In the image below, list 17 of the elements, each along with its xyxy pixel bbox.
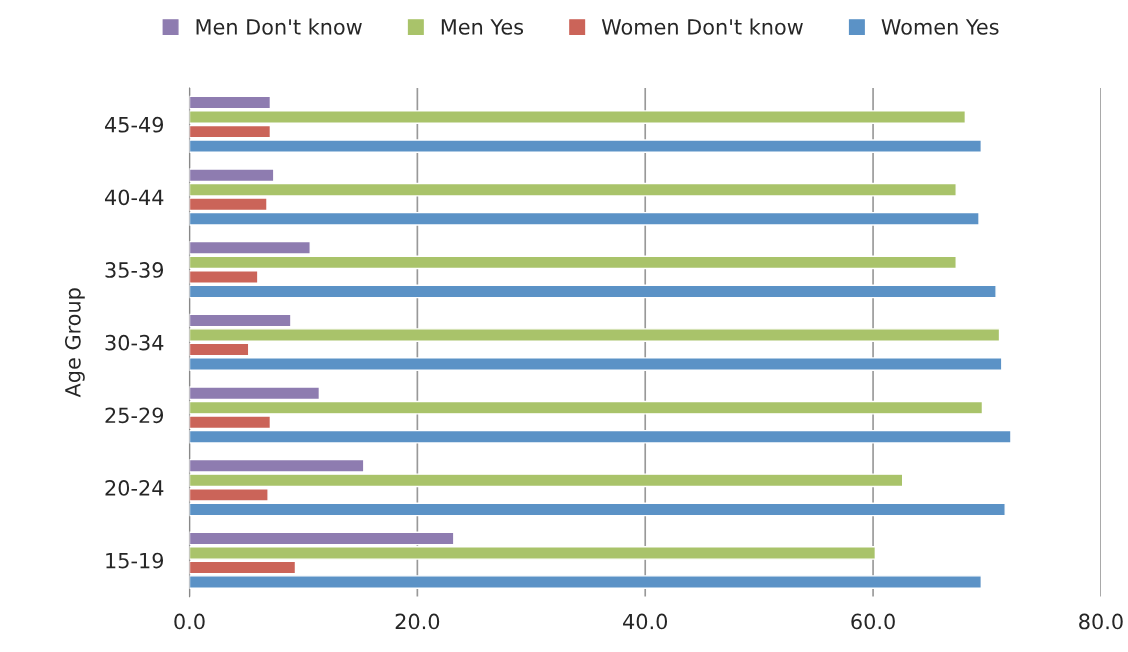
x-tick-label: 20.0 xyxy=(395,613,440,630)
legend-label: Men Yes xyxy=(441,19,524,35)
y-tick-label: 25-29 xyxy=(105,407,164,424)
y-tick-label: 15-19 xyxy=(106,552,164,569)
y-axis-title: Age Group xyxy=(64,288,85,398)
x-tick-label: 0.0 xyxy=(174,613,205,630)
x-tick-label: 60.0 xyxy=(851,613,895,630)
y-tick-label: 35-39 xyxy=(105,262,164,278)
legend-label: Women Yes xyxy=(881,19,999,35)
x-tick-label: 80.0 xyxy=(1079,613,1123,630)
y-tick-label: 30-34 xyxy=(105,334,164,351)
y-tick-label: 40-44 xyxy=(104,189,164,206)
y-tick-label: 20-24 xyxy=(105,480,164,496)
x-tick-label: 40.0 xyxy=(623,613,668,630)
legend-label: Women Don't know xyxy=(601,18,803,35)
y-tick-label: 45-49 xyxy=(104,116,164,133)
legend-label: Men Don't know xyxy=(196,18,362,35)
